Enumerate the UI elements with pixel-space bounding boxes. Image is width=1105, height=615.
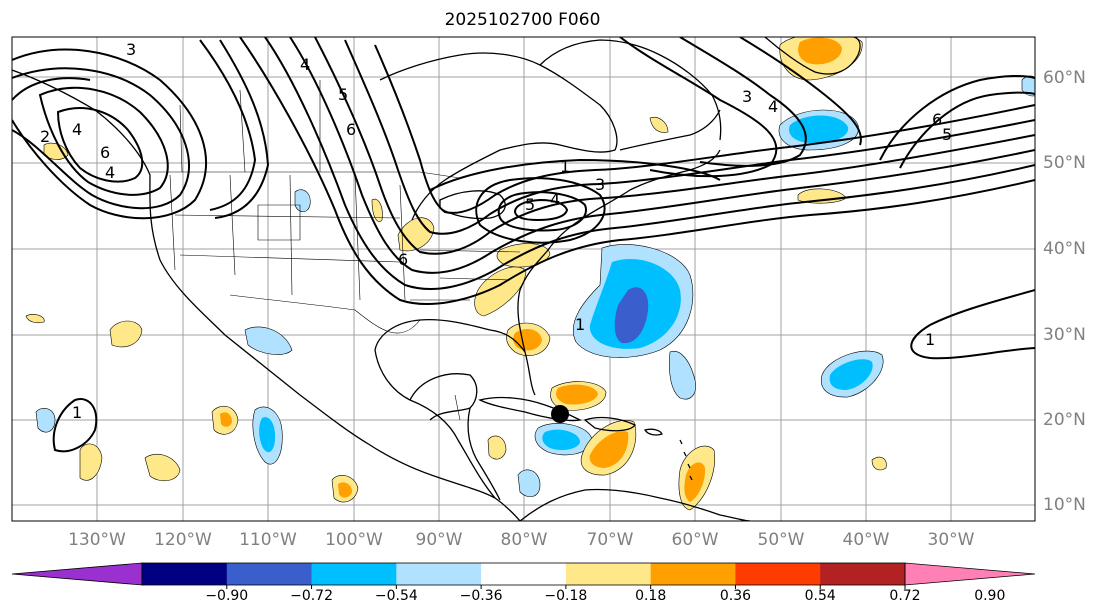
colorbar-tick-label: −0.72 <box>290 588 333 604</box>
contour-label: 3 <box>742 87 752 106</box>
contour-label: 2 <box>40 127 50 146</box>
contour-label: 4 <box>105 163 115 182</box>
colorbar-segment <box>565 563 652 585</box>
contour-label: 4 <box>768 97 778 116</box>
contour-label: 6 <box>346 120 356 139</box>
contour-label: 4 <box>550 190 560 209</box>
positive-anomaly-area <box>556 384 598 405</box>
colorbar-tick-label: −0.90 <box>205 588 248 604</box>
colorbar-tick-label: −0.54 <box>375 588 418 604</box>
contour-label: 4 <box>72 120 82 139</box>
lon-label: 60°W <box>672 530 719 550</box>
contour-label: 6 <box>398 250 408 269</box>
contour-label: 5 <box>338 85 348 104</box>
contour-label: 1 <box>575 315 585 334</box>
lat-label: 20°N <box>1043 410 1086 430</box>
colorbar-tick-label: 0.18 <box>635 588 666 604</box>
lon-label: 120°W <box>154 530 212 550</box>
positive-anomaly-area <box>220 412 232 427</box>
negative-anomaly-area <box>789 115 849 144</box>
lon-label: 100°W <box>325 530 383 550</box>
positive-anomaly-area <box>25 314 45 324</box>
colorbar-segment <box>650 563 736 585</box>
colorbar-tick-label: 0.90 <box>974 588 1005 604</box>
contour-label: 1 <box>560 157 570 176</box>
lat-label: 50°N <box>1043 153 1086 173</box>
positive-anomaly-area <box>798 37 842 65</box>
negative-anomaly-area <box>35 407 56 433</box>
positive-anomaly-area <box>871 456 887 471</box>
colorbar-segment <box>820 563 906 585</box>
contour-label: 1 <box>925 330 935 349</box>
contour-labels: 3 2 4 6 4 4 5 6 1 4 5 3 6 3 4 6 5 1 1 1 <box>40 40 952 422</box>
colorbar-segment <box>396 563 482 585</box>
negative-anomaly-area <box>517 469 541 498</box>
map-frame <box>11 36 1036 522</box>
contour-lines <box>12 37 1035 453</box>
lon-label: 90°W <box>416 530 463 550</box>
colorbar-segment <box>142 563 228 585</box>
colorbar-tick-label: 0.54 <box>805 588 836 604</box>
coastlines <box>12 37 861 521</box>
negative-anomaly-area <box>294 189 311 213</box>
positive-anomaly-area <box>487 435 507 460</box>
negative-anomaly-area <box>244 326 293 355</box>
positive-anomaly-area <box>371 198 383 222</box>
colorbar <box>11 562 1036 589</box>
lat-label: 40°N <box>1043 239 1086 259</box>
colorbar-tick-label: 0.36 <box>720 588 751 604</box>
colorbar-segment <box>735 563 821 585</box>
positive-anomaly-area <box>79 443 103 481</box>
lon-label: 130°W <box>68 530 126 550</box>
lon-label: 110°W <box>239 530 297 550</box>
storm-position-dot <box>551 405 569 423</box>
positive-anomaly-area <box>649 117 669 133</box>
map-title: 2025102700 F060 <box>444 10 601 30</box>
negative-anomaly-area <box>259 417 276 453</box>
colorbar-extend-max <box>904 562 1036 586</box>
colorbar-border <box>141 562 906 586</box>
longitude-labels: 130°W 120°W 110°W 100°W 90°W 80°W 70°W 6… <box>68 530 975 550</box>
positive-anomaly-area <box>109 320 143 348</box>
contour-label: 1 <box>72 403 82 422</box>
colorbar-extend-min <box>11 562 143 586</box>
positive-anomaly-area <box>513 328 542 351</box>
lon-label: 40°W <box>843 530 890 550</box>
positive-anomaly-area <box>144 454 181 482</box>
colorbar-segment <box>311 563 397 585</box>
positive-anomaly-area <box>589 431 629 468</box>
contour-label: 6 <box>932 110 942 129</box>
colorbar-tick-label: 0.72 <box>889 588 920 604</box>
strong-negative-anomaly-area <box>614 287 649 344</box>
colorbar-segment <box>481 563 567 585</box>
colorbar-labels: −0.90 −0.72 −0.54 −0.36 −0.18 0.18 0.36 … <box>205 588 1005 604</box>
negative-anomaly-area <box>669 350 696 400</box>
lon-label: 80°W <box>501 530 548 550</box>
lat-label: 30°N <box>1043 325 1086 345</box>
contour-label: 4 <box>300 55 310 74</box>
positive-anomaly-area <box>684 462 706 502</box>
contour-label: 6 <box>100 143 110 162</box>
lon-label: 50°W <box>758 530 805 550</box>
contour-label: 3 <box>126 40 136 59</box>
lon-label: 30°W <box>928 530 975 550</box>
colorbar-segment <box>226 563 313 585</box>
political-borders <box>150 80 521 421</box>
contour-label: 3 <box>595 175 605 194</box>
colorbar-tick-label: −0.36 <box>460 588 503 604</box>
negative-anomaly-area <box>829 359 873 390</box>
contour-label: 5 <box>942 125 952 144</box>
lat-label: 60°N <box>1043 68 1086 88</box>
lon-label: 70°W <box>587 530 634 550</box>
lat-label: 10°N <box>1043 495 1086 515</box>
latitude-labels: 60°N 50°N 40°N 30°N 20°N 10°N <box>1043 68 1086 515</box>
colorbar-tick-label: −0.18 <box>544 588 587 604</box>
contour-label: 5 <box>525 195 535 214</box>
positive-anomaly-area <box>338 482 352 498</box>
negative-anomaly-area <box>542 429 580 450</box>
